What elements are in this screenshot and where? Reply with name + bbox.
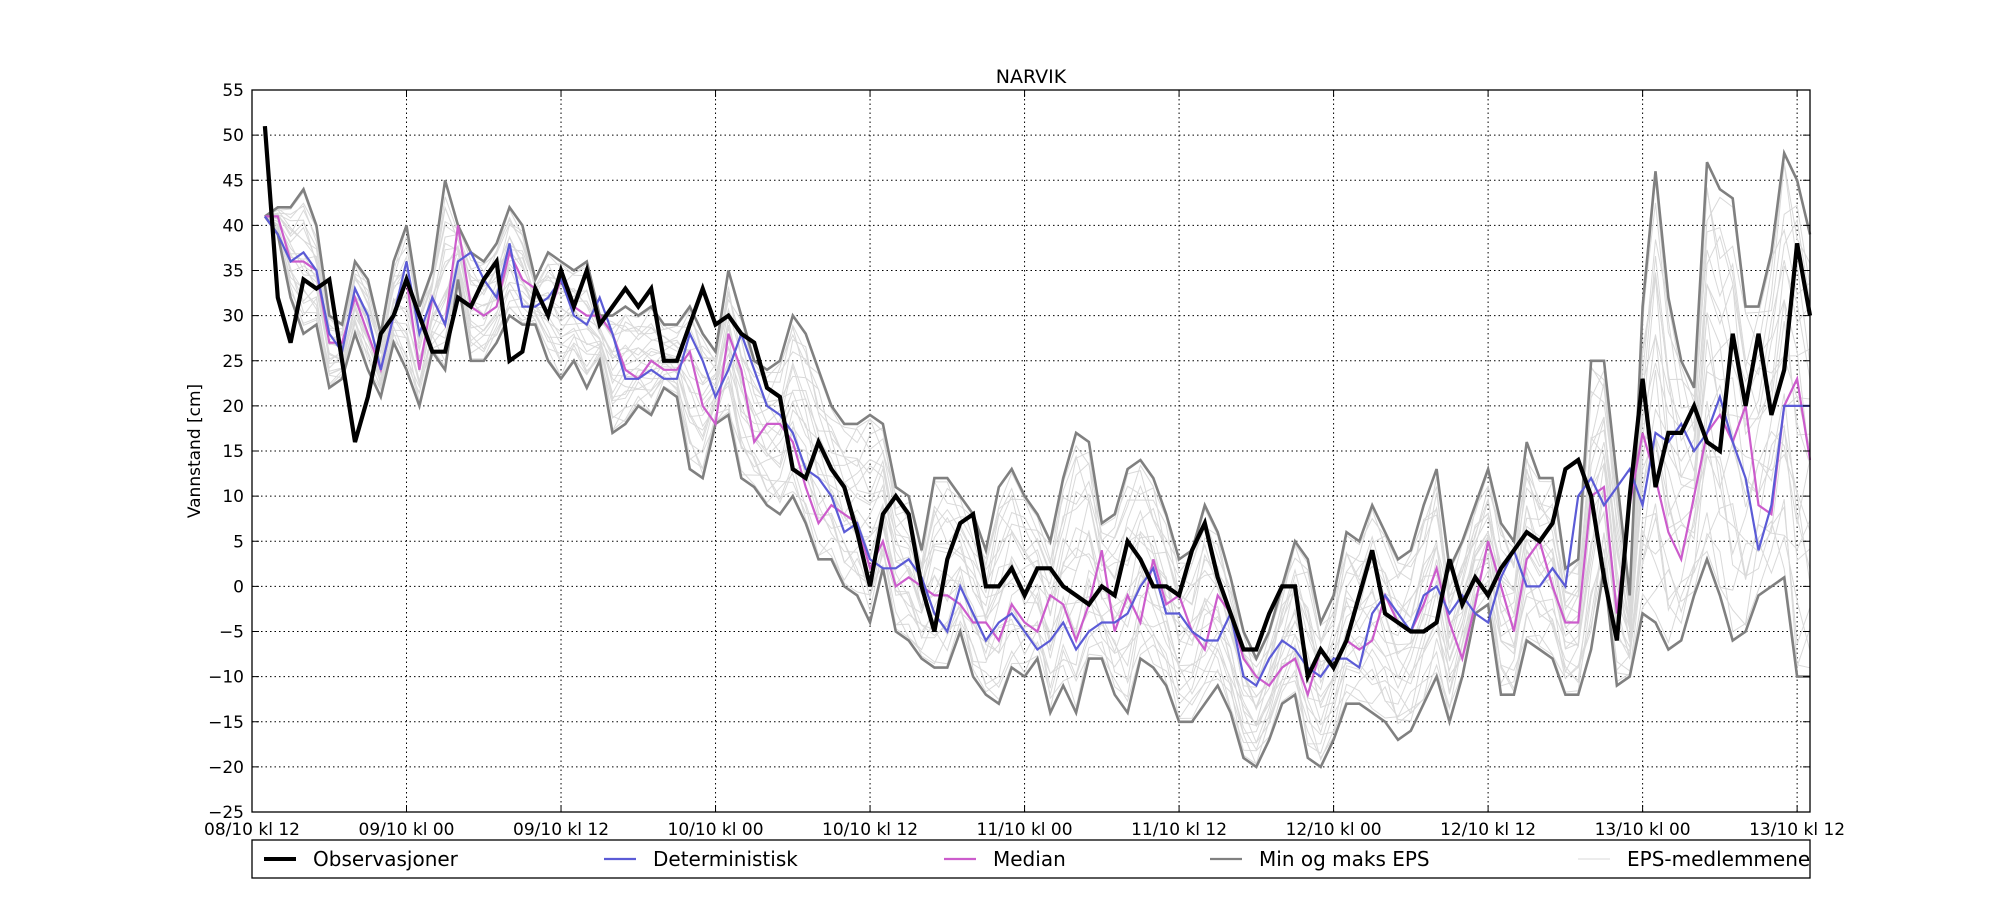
eps-member-line [264,215,1811,728]
x-tick-label: 09/10 kl 12 [513,820,609,840]
y-tick-label: 40 [222,216,244,236]
x-tick-label: 13/10 kl 00 [1595,820,1691,840]
eps-member-line [264,216,1811,762]
legend-label-observations: Observasjoner [313,847,459,871]
series-line-median [264,215,1812,699]
y-tick-label: −25 [208,803,244,823]
y-tick-label: −20 [208,758,244,778]
eps-member-line [264,215,1811,708]
legend-box [251,839,1811,879]
x-tick-label: 11/10 kl 12 [1131,820,1227,840]
y-tick-label: 15 [222,442,244,462]
y-tick-label: 25 [222,352,244,372]
series-line-max [264,148,1812,662]
series-line-min [263,215,1810,769]
legend: Observasjoner Deterministisk Median Min … [251,839,1811,879]
y-tick-label: 55 [222,81,244,101]
eps-member-line [264,215,1811,708]
y-tick-label: −10 [208,668,244,688]
legend-label-median: Median [993,847,1066,871]
y-tick-label: 10 [222,487,244,507]
legend-label-minmax: Min og maks EPS [1259,847,1430,871]
y-tick-label: 20 [222,397,244,417]
y-tick-label: −15 [208,713,244,733]
y-axis-label: Vannstand [cm] [185,384,205,518]
y-tick-label: −5 [219,623,244,643]
series-line-observations [262,125,1813,684]
y-tick-label: 30 [222,307,244,327]
y-tick-label: 35 [222,262,244,282]
x-tick-label: 10/10 kl 00 [668,820,764,840]
y-tick-label: 45 [222,171,244,191]
y-tick-label: 50 [222,126,244,146]
y-tick-label: 5 [233,532,244,552]
x-tick-label: 13/10 kl 12 [1749,820,1845,840]
x-tick-label: 11/10 kl 00 [977,820,1073,840]
eps-member-line [264,163,1811,668]
x-axis-ticks: 08/10 kl 12 09/10 kl 00 09/10 kl 12 10/10 k… [204,90,1845,840]
x-tick-label: 12/10 kl 12 [1440,820,1536,840]
y-tick-label: 0 [233,577,244,597]
chart-title: NARVIK [996,66,1067,88]
eps-member-line [264,213,1811,688]
eps-member-line [264,216,1811,759]
series-lines [262,125,1813,769]
eps-member-line [264,216,1811,727]
eps-member-line [264,214,1811,711]
x-tick-label: 10/10 kl 12 [822,820,918,840]
x-tick-label: 09/10 kl 00 [359,820,455,840]
legend-label-members: EPS-medlemmene [1627,847,1810,871]
eps-member-line [264,216,1811,765]
series-line-deterministic [264,215,1810,688]
legend-label-deterministic: Deterministisk [653,847,798,871]
x-tick-label: 12/10 kl 00 [1286,820,1382,840]
x-tick-label: 08/10 kl 12 [204,820,300,840]
